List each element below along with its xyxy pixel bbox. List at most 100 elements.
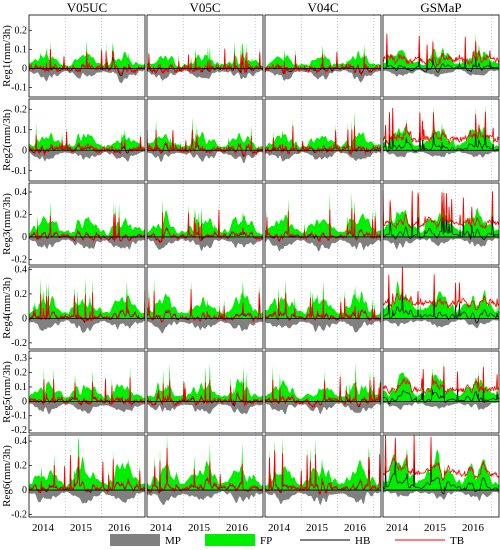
tb-line xyxy=(382,434,500,482)
mp-area xyxy=(29,68,145,84)
row-label: Reg2(mm/3h) xyxy=(1,109,13,171)
x-tick-label: 2015 xyxy=(424,522,447,534)
tb-line xyxy=(264,208,381,243)
panel-frame xyxy=(28,266,146,350)
y-tick-label: -0.2 xyxy=(11,510,27,521)
row-label: Reg6(mm/3h) xyxy=(1,445,13,507)
y-tick-label: -0.1 xyxy=(11,411,27,422)
y-tick-label: -0.2 xyxy=(11,425,27,436)
fp-area xyxy=(265,191,381,237)
panel-frame xyxy=(264,182,382,266)
mp-area xyxy=(29,150,145,162)
x-tick-label: 2014 xyxy=(150,522,173,534)
panel xyxy=(28,434,146,518)
fp-area xyxy=(383,186,499,237)
legend-swatch xyxy=(110,534,160,546)
y-tick-label: 0.4 xyxy=(15,264,28,275)
tb-line xyxy=(382,366,500,395)
hb-line xyxy=(382,129,499,152)
y-tick-label: 0.2 xyxy=(15,461,28,472)
tb-line xyxy=(382,107,500,146)
x-tick-label: 2016 xyxy=(108,522,131,534)
panel xyxy=(146,98,264,182)
y-tick-label: -0.1 xyxy=(11,82,27,93)
mp-area xyxy=(29,401,145,415)
fp-area xyxy=(383,33,499,69)
panel-frame xyxy=(382,434,500,518)
row-label: Reg3(mm/3h) xyxy=(1,193,13,255)
panel-frame xyxy=(382,350,500,434)
tb-line xyxy=(146,289,264,323)
y-tick-label: 0.1 xyxy=(15,382,28,393)
panel-frame xyxy=(146,350,264,434)
mp-area xyxy=(383,401,499,410)
legend-swatch xyxy=(205,534,255,546)
mp-area xyxy=(147,318,263,334)
panel xyxy=(28,182,146,266)
panel xyxy=(28,98,146,182)
mp-area xyxy=(147,236,263,252)
panel xyxy=(264,182,382,266)
tb-line xyxy=(146,209,264,244)
tb-line xyxy=(264,450,382,496)
fp-area xyxy=(265,435,381,491)
x-tick-label: 2014 xyxy=(268,522,291,534)
panel-frame xyxy=(28,182,146,266)
y-tick-label: 0 xyxy=(22,313,27,324)
y-tick-label: 0 xyxy=(22,396,27,407)
mp-area xyxy=(383,236,499,250)
mp-area xyxy=(265,490,381,505)
panel xyxy=(382,98,500,182)
panel xyxy=(146,350,264,434)
tb-line xyxy=(28,290,146,323)
y-tick-label: 0.1 xyxy=(15,125,28,136)
fp-area xyxy=(147,277,263,319)
hb-line xyxy=(382,288,500,324)
panel-frame xyxy=(264,98,382,182)
panel-frame xyxy=(146,182,264,266)
panel-frame xyxy=(146,434,264,518)
y-tick-label: 0.4 xyxy=(15,187,28,198)
x-tick-label: 2016 xyxy=(226,522,249,534)
y-tick-label: 0 xyxy=(22,485,27,496)
mp-area xyxy=(147,490,263,506)
panel xyxy=(382,350,500,434)
fp-area xyxy=(383,104,499,151)
panel-frame xyxy=(28,14,146,98)
x-tick-label: 2016 xyxy=(344,522,367,534)
panel-frame xyxy=(382,266,500,350)
fp-area xyxy=(29,437,145,491)
row-label: Reg1(mm/3h) xyxy=(1,25,13,87)
tb-line xyxy=(28,48,146,77)
hb-line xyxy=(382,215,500,241)
y-tick-label: 0.2 xyxy=(15,368,28,379)
column-title: V05UC xyxy=(67,0,107,15)
fp-area xyxy=(147,197,263,237)
x-tick-label: 2015 xyxy=(306,522,329,534)
tb-line xyxy=(264,51,382,76)
hb-line xyxy=(382,385,500,405)
panel-frame xyxy=(382,14,500,98)
x-tick-label: 2014 xyxy=(386,522,409,534)
fp-area xyxy=(29,366,145,402)
panel-frame xyxy=(146,14,264,98)
fp-area xyxy=(29,276,145,319)
legend-label: HB xyxy=(355,535,370,547)
y-tick-label: -0.2 xyxy=(11,338,27,349)
legend-label: MP xyxy=(165,535,181,547)
tb-line xyxy=(382,33,500,68)
mp-area xyxy=(265,318,381,333)
mp-area xyxy=(383,150,499,158)
y-tick-label: 0.4 xyxy=(15,436,28,447)
y-tick-label: 0.3 xyxy=(15,353,28,364)
row-label: Reg4(mm/3h) xyxy=(1,277,13,339)
y-tick-label: 0.2 xyxy=(15,209,28,220)
tb-line xyxy=(382,266,500,311)
panel xyxy=(264,434,382,518)
panel xyxy=(382,14,500,98)
fp-area xyxy=(383,435,499,491)
row-label: Reg5(mm/3h) xyxy=(1,361,13,423)
column-title: V05C xyxy=(189,0,220,15)
y-tick-label: 0.2 xyxy=(15,104,28,115)
legend-label: FP xyxy=(260,535,272,547)
